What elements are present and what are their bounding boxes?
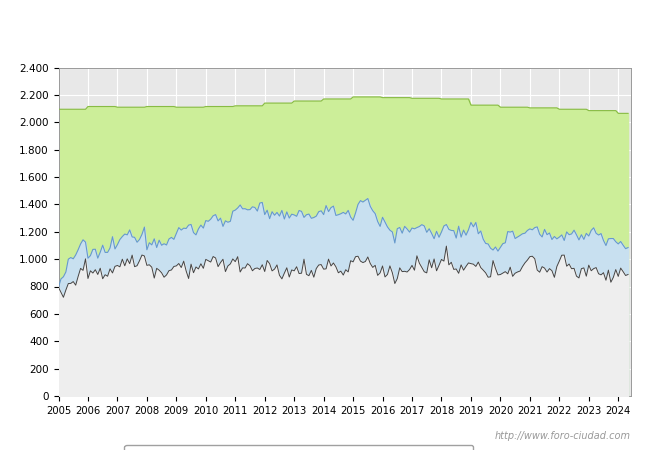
Legend: Ocupados, Parados, Hab. entre 16-64: Ocupados, Parados, Hab. entre 16-64	[124, 445, 473, 450]
Text: Talarrubias - Evolucion de la poblacion en edad de Trabajar Mayo de 2024: Talarrubias - Evolucion de la poblacion …	[79, 23, 571, 36]
Text: http://www.foro-ciudad.com: http://www.foro-ciudad.com	[495, 431, 630, 441]
